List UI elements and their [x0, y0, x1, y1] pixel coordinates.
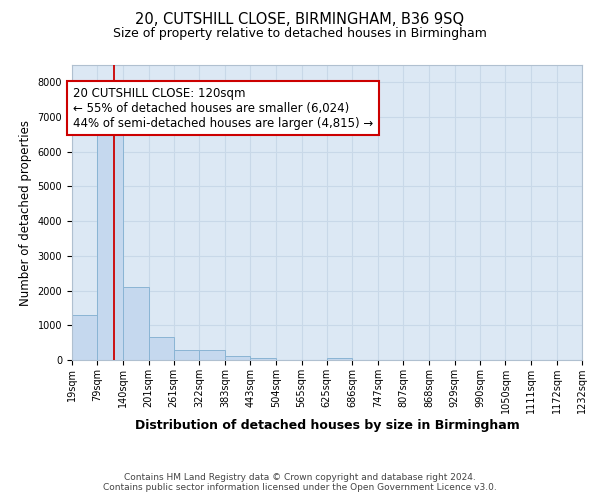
Bar: [174, 350, 199, 360]
X-axis label: Distribution of detached houses by size in Birmingham: Distribution of detached houses by size …: [134, 418, 520, 432]
Bar: [225, 356, 250, 360]
Text: 20, CUTSHILL CLOSE, BIRMINGHAM, B36 9SQ: 20, CUTSHILL CLOSE, BIRMINGHAM, B36 9SQ: [136, 12, 464, 28]
Bar: [123, 288, 149, 360]
Text: Size of property relative to detached houses in Birmingham: Size of property relative to detached ho…: [113, 28, 487, 40]
Bar: [149, 338, 174, 360]
Bar: [72, 315, 97, 360]
Y-axis label: Number of detached properties: Number of detached properties: [19, 120, 32, 306]
Bar: [250, 358, 276, 360]
Bar: [199, 350, 225, 360]
Bar: [97, 132, 123, 360]
Bar: [327, 358, 352, 360]
Text: 20 CUTSHILL CLOSE: 120sqm
← 55% of detached houses are smaller (6,024)
44% of se: 20 CUTSHILL CLOSE: 120sqm ← 55% of detac…: [73, 86, 374, 130]
Text: Contains HM Land Registry data © Crown copyright and database right 2024.
Contai: Contains HM Land Registry data © Crown c…: [103, 473, 497, 492]
